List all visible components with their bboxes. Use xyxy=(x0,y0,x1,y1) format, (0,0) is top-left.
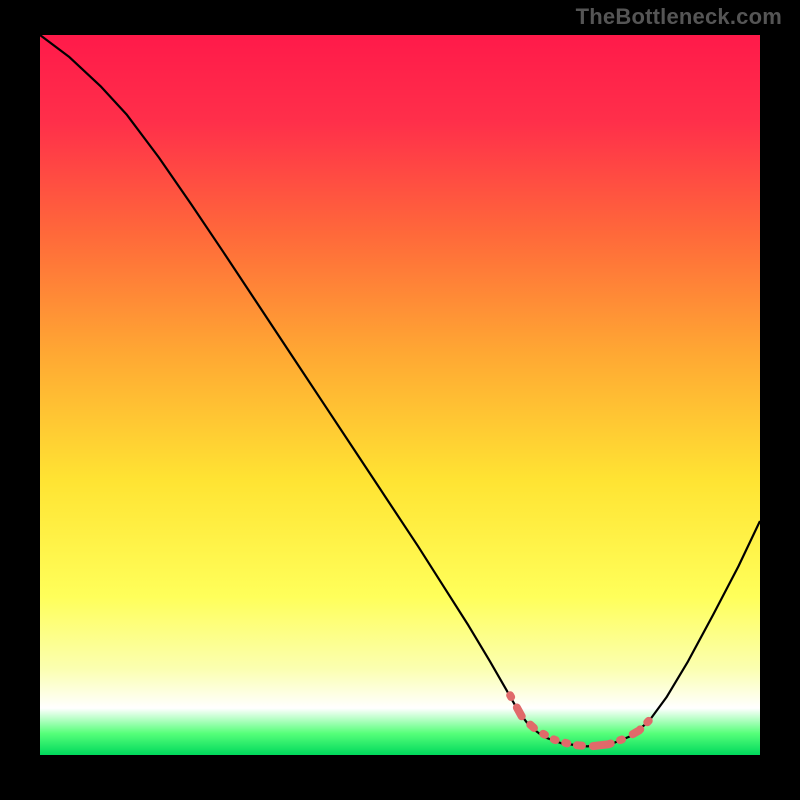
chart-svg xyxy=(40,35,760,755)
chart-plot-area xyxy=(40,35,760,755)
watermark-text: TheBottleneck.com xyxy=(576,4,782,30)
